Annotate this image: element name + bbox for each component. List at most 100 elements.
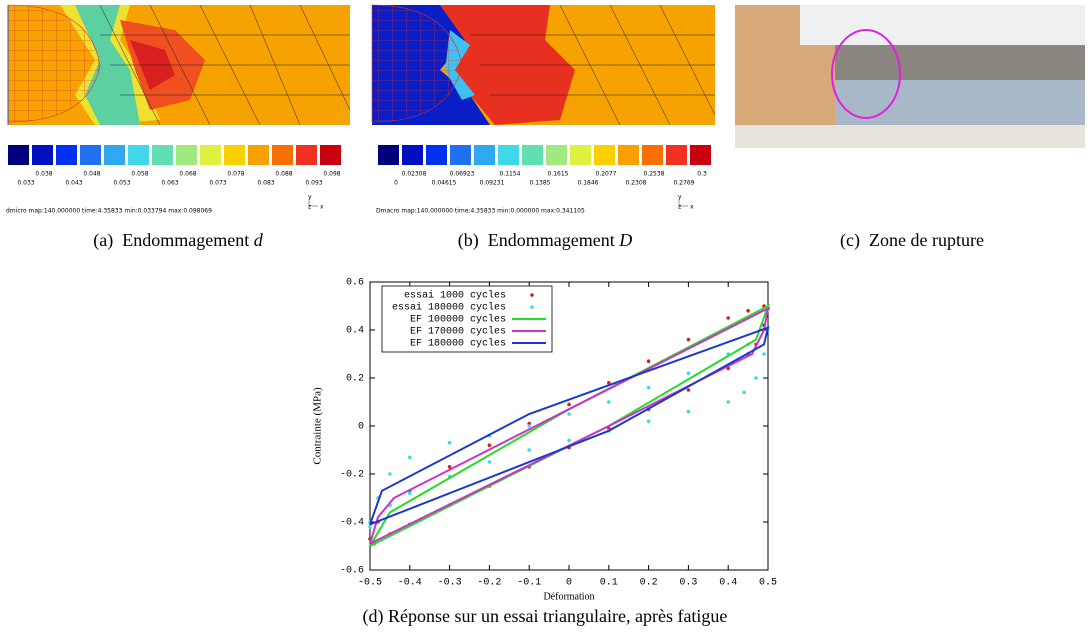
colorbar-swatch — [8, 145, 29, 165]
colorbar-swatch — [296, 145, 317, 165]
data-point — [646, 359, 651, 364]
status-line: dmicro map:140.000000 time:4.35833 min:0… — [6, 208, 212, 215]
x-tick-label: 0 — [566, 578, 572, 589]
axis-letter: x — [690, 204, 694, 211]
data-point — [726, 400, 730, 404]
legend-label: essai 1000 cycles — [404, 290, 506, 302]
colorbar-swatch — [378, 145, 399, 165]
photo — [735, 5, 1085, 148]
colorbar-swatch — [402, 145, 423, 165]
y-tick-label: -0.2 — [340, 470, 364, 481]
caption-part: Endommagement — [488, 230, 615, 250]
colorbar-swatch — [224, 145, 245, 165]
data-point — [754, 376, 758, 380]
colorbar-label: 0.2769 — [674, 180, 695, 187]
colorbar-label: 0.058 — [131, 171, 148, 178]
y-tick-label: -0.4 — [340, 518, 364, 529]
colorbar-swatch — [80, 145, 101, 165]
x-axis-label: Déformation — [543, 591, 594, 602]
x-tick-label: -0.4 — [398, 578, 422, 589]
legend-label: EF 170000 cycles — [410, 326, 506, 338]
colorbar-swatch — [474, 145, 495, 165]
data-point — [762, 352, 766, 356]
data-point — [646, 385, 651, 390]
colorbar-swatch — [618, 145, 639, 165]
colorbar-swatch — [152, 145, 173, 165]
data-point — [607, 381, 611, 385]
colorbar-label: 0.038 — [35, 171, 52, 178]
colorbar-label: 0 — [394, 180, 398, 187]
colorbar-label: 0.093 — [305, 180, 322, 187]
data-point — [607, 400, 611, 404]
x-tick-label: -0.3 — [438, 578, 462, 589]
caption-part: (c) — [840, 230, 860, 251]
colorbar-label: 0.09231 — [480, 180, 505, 187]
colorbar-label: 0.1615 — [548, 171, 569, 178]
axis-icon — [678, 200, 688, 207]
chart-caption: (d) Réponse sur un essai triangulaire, a… — [363, 606, 728, 627]
colorbar-swatch — [32, 145, 53, 165]
colorbar-label: 0.048 — [83, 171, 100, 178]
axis-letter: y — [308, 194, 312, 201]
colorbar-swatch — [570, 145, 591, 165]
colorbar-label: 0.088 — [275, 171, 292, 178]
x-tick-label: 0.1 — [600, 578, 618, 589]
colorbar-swatch — [498, 145, 519, 165]
caption-part: (b) — [458, 230, 479, 251]
colorbar-label: 0.02308 — [402, 171, 427, 178]
data-point — [567, 412, 571, 416]
data-line — [369, 306, 770, 545]
colorbar-label: 0.083 — [257, 180, 274, 187]
y-tick-label: 0 — [358, 422, 364, 433]
colorbar-label: 0.2538 — [644, 171, 665, 178]
data-point — [742, 390, 746, 395]
x-tick-label: 0.2 — [640, 578, 658, 589]
axis-letter: y — [678, 194, 682, 201]
colorbar-label: 0.073 — [209, 180, 226, 187]
colorbar-swatch — [272, 145, 293, 165]
data-point — [686, 409, 691, 414]
legend-label: essai 180000 cycles — [392, 302, 506, 314]
colorbar-label: 0.098 — [323, 171, 340, 178]
colorbar-swatch — [426, 145, 447, 165]
colorbars: 0.038 0.048 0.058 0.068 0.078 0.088 0.098 0.033… — [6, 145, 711, 215]
data-point — [408, 455, 412, 460]
colorbar-swatch — [666, 145, 687, 165]
axis-icon — [308, 200, 318, 207]
data-point — [686, 337, 691, 342]
colorbar-swatch — [642, 145, 663, 165]
caption-part: Zone de rupture — [869, 230, 984, 250]
legend-marker — [530, 293, 534, 297]
data-point — [746, 309, 750, 313]
colorbar-label: 0.1154 — [500, 171, 521, 178]
y-tick-label: -0.6 — [340, 566, 364, 577]
colorbar-label: 0.078 — [227, 171, 244, 178]
caption: (b) Endommagement D — [458, 230, 632, 251]
data-point — [686, 371, 691, 376]
colorbar-swatch — [546, 145, 567, 165]
x-tick-label: 0.3 — [679, 578, 697, 589]
colorbar-swatch — [320, 145, 341, 165]
colorbar-swatch — [176, 145, 197, 165]
data-point — [646, 419, 651, 424]
caption-part: (a) — [93, 230, 113, 251]
legend-label: EF 100000 cycles — [410, 314, 506, 326]
data-point — [447, 441, 452, 445]
data-point — [447, 465, 452, 469]
colorbar-label: 0.06923 — [450, 171, 475, 178]
colorbar-label: 0.04615 — [432, 180, 457, 187]
colorbar-label: 0.053 — [113, 180, 130, 187]
colorbar-label: 0.068 — [179, 171, 196, 178]
data-point — [487, 443, 492, 448]
colorbar-swatch — [128, 145, 149, 165]
data-point — [368, 525, 372, 529]
data-point — [487, 460, 492, 464]
legend-label: EF 180000 cycles — [410, 338, 506, 350]
y-tick-label: 0.4 — [346, 326, 364, 337]
colorbar-label: 0.063 — [161, 180, 178, 187]
caption-part: d — [254, 230, 264, 250]
x-tick-label: -0.5 — [358, 578, 382, 589]
colorbar-label: 0.1846 — [578, 180, 599, 187]
